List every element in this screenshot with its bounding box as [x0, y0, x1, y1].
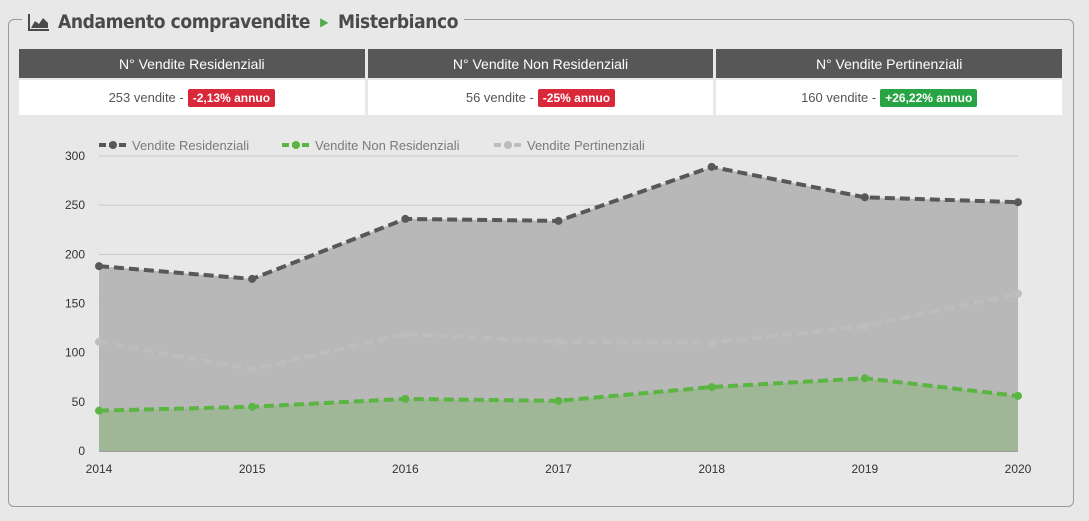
point-residenziali — [95, 262, 103, 271]
point-pertinenziali — [554, 337, 563, 346]
point-residenziali — [860, 193, 869, 202]
x-tick-label: 2017 — [545, 462, 572, 476]
point-non-residenziali — [707, 383, 716, 392]
y-tick-label: 300 — [65, 149, 85, 163]
area-pertinenziali — [99, 293, 1018, 451]
point-residenziali — [1014, 198, 1022, 207]
x-tick-label: 2016 — [392, 462, 419, 476]
trend-badge: -25% annuo — [537, 88, 616, 107]
point-pertinenziali — [860, 322, 869, 331]
x-tick-label: 2018 — [698, 462, 725, 476]
stat-body: 253 vendite - -2,13% annuo — [19, 80, 365, 115]
breadcrumb-arrow-icon: ▶ — [320, 15, 328, 29]
point-pertinenziali — [248, 365, 257, 374]
y-tick-label: 100 — [65, 346, 85, 360]
point-residenziali — [707, 162, 716, 171]
trend-badge: -2,13% annuo — [187, 88, 276, 107]
x-tick-label: 2014 — [86, 462, 113, 476]
stat-value: 253 vendite - — [108, 90, 184, 105]
point-pertinenziali — [707, 338, 716, 347]
y-tick-label: 0 — [78, 444, 85, 458]
stat-header: N° Vendite Pertinenziali — [716, 49, 1063, 78]
point-non-residenziali — [554, 396, 563, 405]
stat-pertinenziali: N° Vendite Pertinenziali 160 vendite - +… — [716, 49, 1063, 115]
area-chart-icon — [28, 14, 49, 31]
y-tick-label: 200 — [65, 247, 85, 261]
point-residenziali — [554, 216, 563, 225]
point-non-residenziali — [1014, 391, 1022, 400]
trend-badge: +26,22% annuo — [880, 88, 978, 107]
stat-header: N° Vendite Non Residenziali — [367, 49, 714, 78]
y-tick-label: 50 — [72, 395, 86, 409]
legend-label-non-residenziali: Vendite Non Residenziali — [315, 138, 460, 153]
panel-title: Andamento compravendite ▶ Misterbianco — [22, 8, 465, 36]
point-pertinenziali — [1014, 289, 1022, 298]
legend-marker-residenziali — [109, 141, 117, 149]
chart-panel — [8, 19, 1074, 507]
title-text: Andamento compravendite — [58, 11, 311, 33]
legend-marker-pertinenziali — [504, 141, 512, 149]
point-pertinenziali — [401, 329, 410, 338]
point-non-residenziali — [860, 374, 869, 383]
point-non-residenziali — [401, 394, 410, 403]
y-tick-label: 150 — [65, 297, 85, 311]
y-tick-label: 250 — [65, 198, 85, 212]
legend-label-pertinenziali: Vendite Pertinenziali — [527, 138, 645, 153]
stat-body: 56 vendite - -25% annuo — [367, 80, 714, 115]
point-non-residenziali — [95, 406, 103, 415]
legend-label-residenziali: Vendite Residenziali — [132, 138, 249, 153]
x-tick-label: 2020 — [1005, 462, 1032, 476]
stat-non-residenziali: N° Vendite Non Residenziali 56 vendite -… — [367, 49, 714, 115]
area-non-residenziali — [99, 378, 1018, 451]
x-tick-label: 2015 — [239, 462, 266, 476]
point-residenziali — [248, 274, 257, 283]
stat-header: N° Vendite Residenziali — [19, 49, 365, 78]
stat-body: 160 vendite - +26,22% annuo — [716, 80, 1063, 115]
stat-residenziali: N° Vendite Residenziali 253 vendite - -2… — [19, 49, 365, 115]
legend-marker-non-residenziali — [292, 141, 300, 149]
x-tick-label: 2019 — [851, 462, 878, 476]
stat-value: 160 vendite - — [801, 90, 877, 105]
point-non-residenziali — [248, 402, 257, 411]
stat-value: 56 vendite - — [465, 90, 534, 105]
point-residenziali — [401, 214, 410, 223]
location-link[interactable]: Misterbianco — [337, 11, 459, 33]
stats-row: N° Vendite Residenziali 253 vendite - -2… — [19, 49, 1063, 115]
point-pertinenziali — [95, 337, 103, 346]
